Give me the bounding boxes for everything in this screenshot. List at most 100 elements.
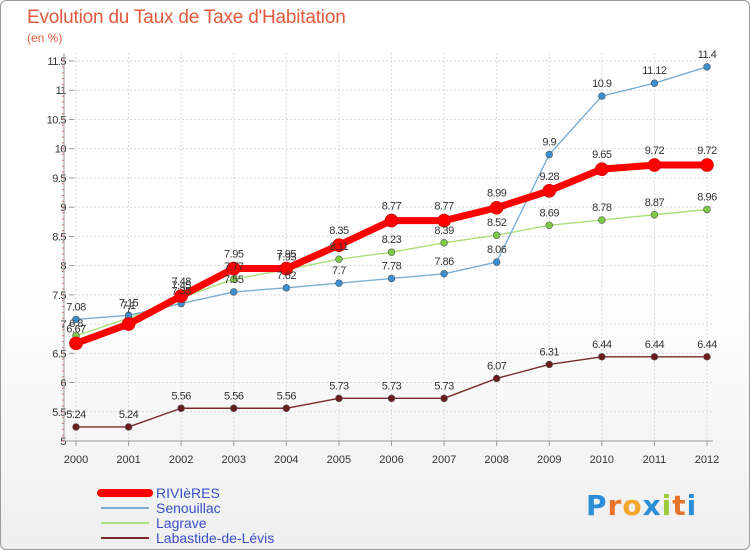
data-point bbox=[703, 205, 711, 214]
legend: RIVIèRESSenouillacLagraveLabastide-de-Lé… bbox=[97, 485, 274, 546]
data-label: 8.52 bbox=[487, 217, 507, 229]
data-label: 10.9 bbox=[592, 78, 612, 90]
data-label: 8.69 bbox=[540, 207, 560, 219]
data-point bbox=[72, 423, 80, 431]
logo-letter: o bbox=[622, 489, 643, 522]
data-point bbox=[598, 353, 606, 361]
data-point bbox=[279, 261, 294, 276]
data-point bbox=[282, 284, 291, 292]
data-label: 7.7 bbox=[332, 265, 346, 277]
x-tick-label: 2005 bbox=[327, 454, 351, 466]
y-tick-label: 9 bbox=[60, 202, 66, 214]
data-label: 9.65 bbox=[592, 149, 612, 161]
y-tick-label: 10 bbox=[55, 144, 67, 156]
data-label: 8.78 bbox=[592, 202, 612, 214]
data-label: 8.77 bbox=[382, 201, 402, 213]
grid-lines bbox=[74, 53, 713, 442]
data-label: 5.73 bbox=[434, 380, 454, 392]
y-tick-label: 11.5 bbox=[47, 56, 66, 68]
data-label: 7.78 bbox=[382, 260, 402, 272]
data-point bbox=[335, 279, 343, 287]
series-group bbox=[69, 63, 714, 431]
data-label: 6.67 bbox=[66, 323, 86, 335]
y-tick-label: 8.5 bbox=[52, 231, 66, 243]
data-point bbox=[545, 150, 553, 159]
data-point bbox=[282, 404, 291, 412]
data-label: 9.72 bbox=[645, 145, 665, 157]
y-tick-label: 5 bbox=[60, 436, 66, 448]
legend-label: Labastide-de-Lévis bbox=[156, 530, 274, 546]
data-point bbox=[545, 221, 553, 229]
data-label: 5.24 bbox=[119, 409, 139, 421]
data-label: 7 bbox=[126, 304, 132, 316]
data-point bbox=[124, 423, 133, 431]
proxiti-logo: Proxiti bbox=[586, 489, 697, 522]
data-point bbox=[595, 162, 609, 176]
data-label: 7.35 bbox=[171, 286, 191, 298]
data-point bbox=[387, 394, 396, 403]
data-label: 7.48 bbox=[171, 276, 191, 288]
legend-label: Senouillac bbox=[156, 500, 221, 516]
data-label: 7.15 bbox=[119, 297, 139, 309]
data-point bbox=[700, 158, 714, 172]
data-label: 5.56 bbox=[277, 390, 297, 402]
y-tick-label: 6 bbox=[60, 378, 66, 390]
chart-title: Evolution du Taux de Taxe d'Habitation bbox=[27, 7, 346, 28]
data-label: 8.06 bbox=[487, 244, 507, 256]
data-label: 7.1 bbox=[122, 300, 136, 312]
data-label: 9.72 bbox=[697, 145, 717, 157]
logo-letter: P bbox=[586, 489, 608, 522]
data-point bbox=[492, 231, 501, 239]
x-tick-label: 2004 bbox=[274, 454, 298, 466]
y-tick-label: 6.5 bbox=[52, 348, 66, 360]
data-label: 7.93 bbox=[277, 252, 297, 264]
legend-label: RIVIèRES bbox=[156, 485, 220, 501]
data-point bbox=[387, 248, 396, 256]
data-label: 8.87 bbox=[645, 197, 665, 209]
logo-letter: i bbox=[661, 489, 673, 522]
data-label: 11.12 bbox=[642, 65, 667, 77]
data-point bbox=[174, 289, 188, 303]
data-labels: 6.67 7 7.48 7.95 7.95 8.35 8.77 8.77 8.99 9.28 9.6… bbox=[66, 49, 717, 421]
data-point bbox=[335, 255, 343, 263]
y-tick-label: 7.5 bbox=[52, 290, 66, 302]
data-point bbox=[598, 216, 606, 224]
data-label: 8.39 bbox=[434, 225, 454, 237]
logo-letter: r bbox=[607, 489, 623, 522]
data-point bbox=[545, 360, 553, 369]
data-point bbox=[703, 63, 711, 71]
data-point bbox=[72, 315, 80, 324]
data-label: 11.4 bbox=[698, 49, 717, 61]
data-label: 5.73 bbox=[382, 380, 402, 392]
data-point bbox=[121, 317, 136, 331]
x-tick-label: 2009 bbox=[537, 454, 561, 466]
x-tick-label: 2007 bbox=[432, 454, 456, 466]
data-label: 7.77 bbox=[224, 261, 244, 273]
data-label: 8.35 bbox=[329, 225, 349, 237]
data-label: 7.08 bbox=[66, 301, 86, 313]
data-label: 8.77 bbox=[434, 201, 454, 213]
y-tick-label: 11 bbox=[56, 85, 67, 97]
x-tick-label: 2011 bbox=[643, 454, 667, 466]
data-label: 6.44 bbox=[592, 339, 612, 351]
data-point bbox=[387, 274, 396, 283]
x-tick-label: 2012 bbox=[695, 454, 719, 466]
data-point bbox=[492, 258, 501, 266]
data-label: 6.07 bbox=[487, 360, 507, 372]
data-point bbox=[598, 92, 606, 100]
data-point bbox=[703, 353, 711, 361]
data-point bbox=[437, 213, 451, 228]
data-label: 7.95 bbox=[277, 249, 297, 261]
data-label: 7.86 bbox=[434, 256, 454, 268]
data-point bbox=[440, 239, 448, 247]
series-line-2 bbox=[75, 208, 708, 337]
data-point bbox=[440, 394, 448, 403]
y-tick-label: 10.5 bbox=[47, 114, 67, 126]
data-point bbox=[650, 353, 659, 361]
x-tick-label: 2002 bbox=[169, 454, 193, 466]
data-label: 7.62 bbox=[277, 270, 297, 282]
y-tick-label: 9.5 bbox=[52, 173, 66, 185]
data-point bbox=[489, 200, 504, 215]
